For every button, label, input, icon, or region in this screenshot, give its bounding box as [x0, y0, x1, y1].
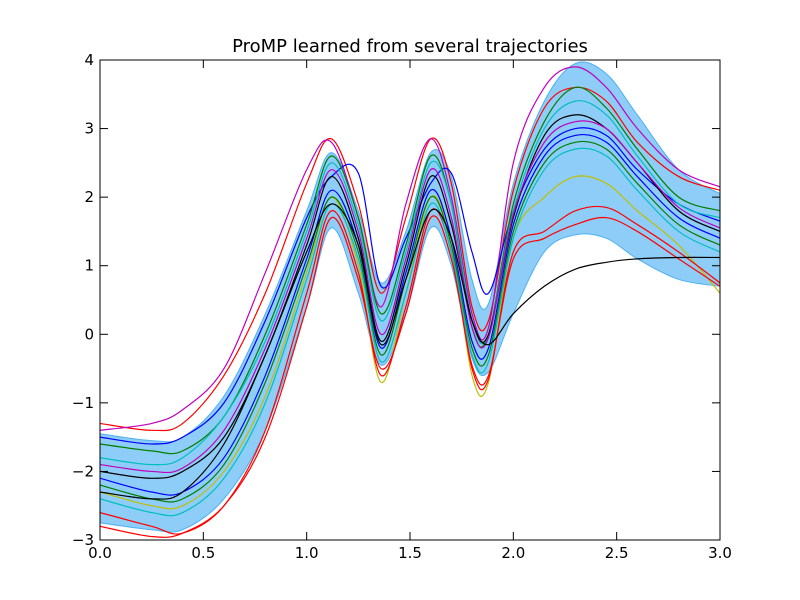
x-axis: 0.0 0.5 1.0 1.5 2.0 2.5 3.0: [88, 60, 732, 562]
x-tick-label: 3.0: [708, 544, 732, 562]
trajectory-line-12: [100, 120, 720, 474]
y-tick-label: −2: [72, 462, 94, 480]
y-tick-label: 1: [84, 257, 94, 275]
x-tick-label: 2.5: [605, 544, 629, 562]
x-tick-label: 2.0: [501, 544, 525, 562]
trajectory-line-13: [100, 147, 720, 517]
trajectory-line-4: [100, 86, 720, 455]
chart-title: ProMP learned from several trajectories: [232, 36, 588, 57]
y-axis: −3 −2 −1 0 1 2 3 4: [72, 51, 720, 549]
plot-area: [100, 61, 720, 538]
trajectory-line-7: [100, 175, 720, 510]
x-tick-label: 1.5: [398, 544, 422, 562]
y-tick-label: −3: [72, 531, 94, 549]
trajectory-line-5: [100, 100, 720, 466]
y-tick-label: 0: [84, 325, 94, 343]
x-tick-label: 1.0: [295, 544, 319, 562]
trajectory-line-14: [100, 203, 720, 500]
y-tick-label: 4: [84, 51, 94, 69]
trajectory-line-10: [100, 133, 720, 496]
y-tick-label: 2: [84, 188, 94, 206]
x-tick-label: 0.0: [88, 544, 112, 562]
trajectory-line-2: [100, 66, 720, 431]
y-tick-label: −1: [72, 394, 94, 412]
x-tick-label: 0.5: [191, 544, 215, 562]
trajectory-line-8: [100, 205, 720, 535]
trajectory-line-11: [100, 140, 720, 503]
trajectory-line-9: [100, 215, 720, 538]
y-tick-label: 3: [84, 120, 94, 138]
trajectory-line-3: [100, 127, 720, 445]
